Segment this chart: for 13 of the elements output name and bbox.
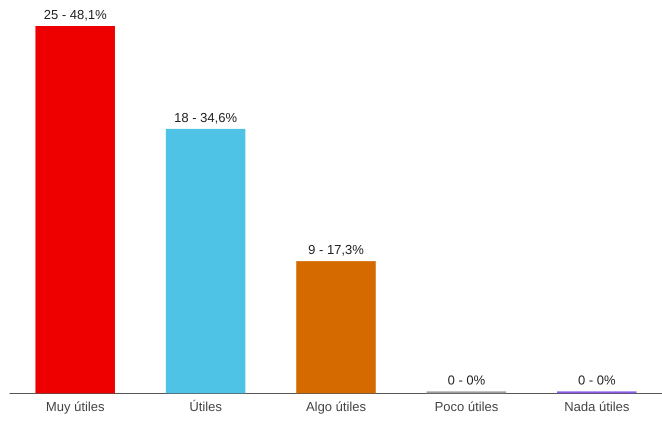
x-tick-label: Poco útiles [434, 398, 499, 414]
data-label: 25 - 48,1% [44, 7, 108, 22]
bar [35, 26, 115, 394]
x-tick-label: Muy útiles [46, 398, 105, 414]
x-tick-label: Algo útiles [306, 398, 366, 414]
x-tick-label: Útiles [189, 398, 222, 414]
data-label: 9 - 17,3% [308, 242, 364, 258]
bar [296, 261, 376, 394]
x-tick-label: Nada útiles [564, 398, 630, 414]
data-label: 0 - 0% [448, 372, 486, 388]
bar [166, 128, 246, 394]
data-label: 0 - 0% [578, 372, 616, 388]
data-label: 18 - 34,6% [174, 110, 238, 125]
